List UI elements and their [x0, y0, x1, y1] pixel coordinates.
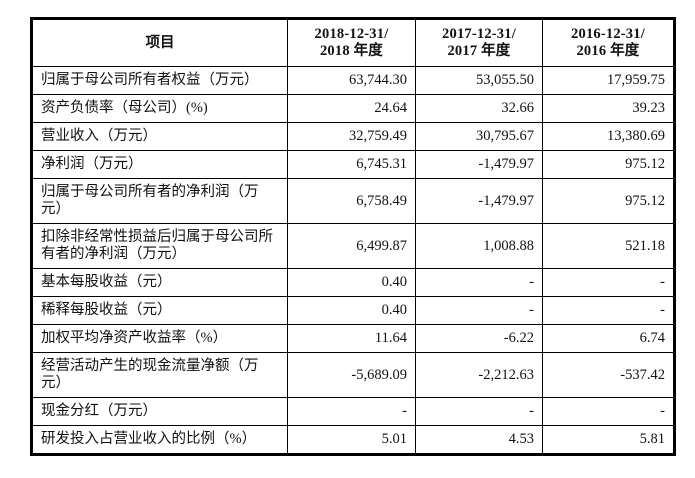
value-cell: 4.53 [415, 425, 543, 455]
value-cell: 11.64 [287, 324, 416, 353]
table-row: 经营活动产生的现金流量净额（万元） -5,689.09 -2,212.63 -5… [31, 352, 675, 398]
table-row: 资产负债率（母公司）(%) 24.64 32.66 39.23 [31, 94, 675, 123]
value-cell: - [415, 296, 543, 325]
value-cell: 6.74 [542, 324, 675, 353]
value-cell: 17,959.75 [542, 66, 675, 95]
period-column-header-2016: 2016-12-31/ 2016 年度 [542, 18, 675, 67]
value-cell: -2,212.63 [415, 352, 543, 398]
table-row: 营业收入（万元） 32,759.49 30,795.67 13,380.69 [31, 122, 675, 151]
row-label: 归属于母公司所有者的净利润（万元） [31, 178, 288, 224]
value-cell: -5,689.09 [287, 352, 416, 398]
value-cell: 6,745.31 [287, 150, 416, 179]
value-cell: 39.23 [542, 94, 675, 123]
financial-summary-table: 项目 2018-12-31/ 2018 年度 2017-12-31/ 2017 … [30, 17, 676, 456]
row-label: 研发投入占营业收入的比例（%） [31, 425, 288, 455]
value-cell: 0.40 [287, 268, 416, 297]
value-cell: 975.12 [542, 150, 675, 179]
value-cell: 32.66 [415, 94, 543, 123]
row-label: 净利润（万元） [31, 150, 288, 179]
header-row: 项目 2018-12-31/ 2018 年度 2017-12-31/ 2017 … [31, 18, 675, 67]
row-label: 经营活动产生的现金流量净额（万元） [31, 352, 288, 398]
value-cell: 6,758.49 [287, 178, 416, 224]
value-cell: -1,479.97 [415, 178, 543, 224]
value-cell: 0.40 [287, 296, 416, 325]
value-cell: 1,008.88 [415, 223, 543, 269]
row-label: 资产负债率（母公司）(%) [31, 94, 288, 123]
value-cell: 24.64 [287, 94, 416, 123]
value-cell: 5.81 [542, 425, 675, 455]
table-row: 扣除非经常性损益后归属于母公司所有者的净利润（万元） 6,499.87 1,00… [31, 223, 675, 269]
value-cell: 5.01 [287, 425, 416, 455]
item-column-header: 项目 [31, 18, 288, 67]
table-row: 研发投入占营业收入的比例（%） 5.01 4.53 5.81 [31, 425, 675, 455]
value-cell: -537.42 [542, 352, 675, 398]
row-label: 稀释每股收益（元） [31, 296, 288, 325]
row-label: 归属于母公司所有者权益（万元） [31, 66, 288, 95]
table-row: 基本每股收益（元） 0.40 - - [31, 268, 675, 297]
value-cell: 63,744.30 [287, 66, 416, 95]
period-column-header-2017: 2017-12-31/ 2017 年度 [415, 18, 543, 67]
value-cell: 32,759.49 [287, 122, 416, 151]
value-cell: 975.12 [542, 178, 675, 224]
row-label: 扣除非经常性损益后归属于母公司所有者的净利润（万元） [31, 223, 288, 269]
value-cell: 13,380.69 [542, 122, 675, 151]
value-cell: - [542, 397, 675, 426]
value-cell: 53,055.50 [415, 66, 543, 95]
value-cell: 6,499.87 [287, 223, 416, 269]
table-row: 加权平均净资产收益率（%） 11.64 -6.22 6.74 [31, 324, 675, 353]
row-label: 基本每股收益（元） [31, 268, 288, 297]
value-cell: - [542, 268, 675, 297]
value-cell: - [287, 397, 416, 426]
value-cell: - [542, 296, 675, 325]
value-cell: 30,795.67 [415, 122, 543, 151]
table-row: 净利润（万元） 6,745.31 -1,479.97 975.12 [31, 150, 675, 179]
value-cell: -6.22 [415, 324, 543, 353]
row-label: 现金分红（万元） [31, 397, 288, 426]
value-cell: 521.18 [542, 223, 675, 269]
table-row: 归属于母公司所有者的净利润（万元） 6,758.49 -1,479.97 975… [31, 178, 675, 224]
table-row: 现金分红（万元） - - - [31, 397, 675, 426]
row-label: 加权平均净资产收益率（%） [31, 324, 288, 353]
table-row: 归属于母公司所有者权益（万元） 63,744.30 53,055.50 17,9… [31, 66, 675, 95]
value-cell: - [415, 268, 543, 297]
row-label: 营业收入（万元） [31, 122, 288, 151]
period-column-header-2018: 2018-12-31/ 2018 年度 [287, 18, 416, 67]
table-row: 稀释每股收益（元） 0.40 - - [31, 296, 675, 325]
value-cell: -1,479.97 [415, 150, 543, 179]
value-cell: - [415, 397, 543, 426]
